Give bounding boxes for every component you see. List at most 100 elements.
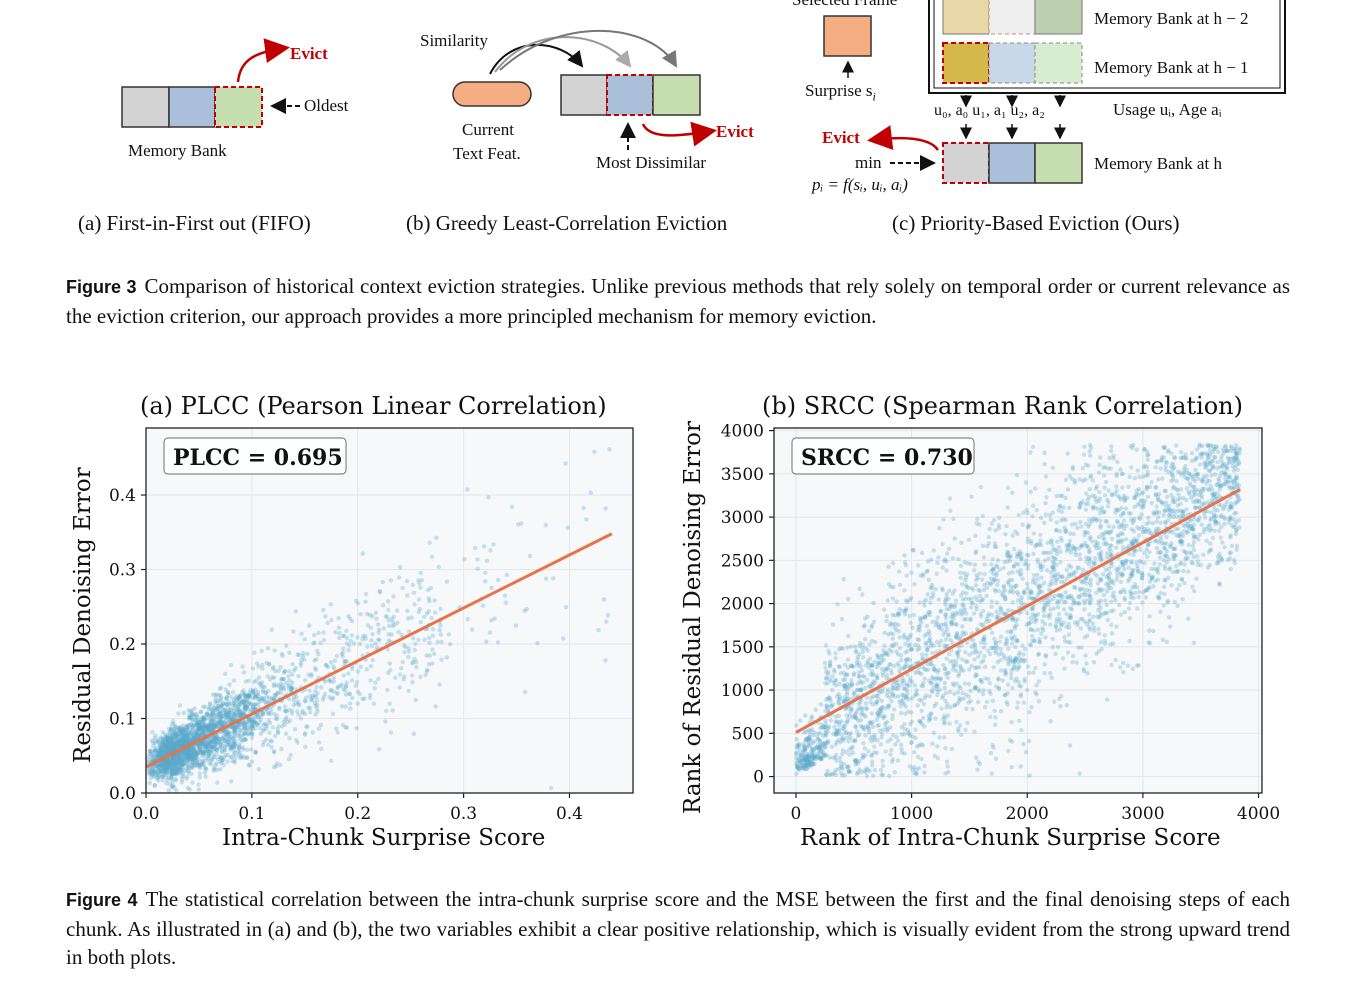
scatter-point: [171, 744, 176, 750]
scatter-point: [279, 676, 284, 682]
scatter-point: [1195, 472, 1200, 477]
scatter-point: [998, 605, 1003, 610]
scatter-point: [167, 761, 172, 766]
scatter-point: [220, 701, 226, 707]
scatter-point: [182, 762, 187, 767]
scatter-point: [1038, 515, 1044, 521]
scatter-point: [885, 690, 890, 695]
scatter-point: [208, 707, 213, 712]
scatter-point: [993, 589, 998, 594]
scatter-point: [1122, 609, 1128, 615]
scatter-point: [961, 602, 966, 607]
scatter-point: [1159, 455, 1165, 460]
scatter-point: [225, 712, 230, 717]
scatter-point: [163, 750, 168, 756]
scatter-point: [1135, 569, 1141, 574]
scatter-point: [1065, 546, 1070, 552]
scatter-point: [252, 694, 258, 699]
scatter-point: [228, 663, 234, 668]
scatter-point: [993, 648, 999, 653]
scatter-point: [426, 596, 432, 601]
scatter-point: [970, 707, 975, 712]
scatter-point: [852, 759, 858, 764]
scatter-point: [221, 733, 226, 738]
scatter-point: [192, 735, 197, 741]
scatter-point: [172, 745, 177, 750]
scatter-point: [1215, 459, 1220, 465]
scatter-point: [841, 699, 846, 704]
scatter-point: [948, 659, 953, 664]
scatter-point: [1082, 593, 1088, 598]
scatter-point: [166, 749, 171, 755]
scatter-point: [384, 615, 390, 620]
scatter-point: [192, 717, 198, 723]
scatter-point: [918, 573, 923, 578]
scatter-point: [328, 679, 334, 684]
scatter-point: [289, 672, 295, 677]
scatter-point: [271, 665, 276, 670]
scatter-point: [158, 769, 163, 775]
scatter-point: [956, 611, 961, 616]
scatter-point: [152, 753, 157, 758]
scatter-point: [169, 726, 174, 731]
scatter-point: [805, 736, 810, 741]
scatter-point: [943, 602, 948, 607]
scatter-point: [1016, 660, 1021, 665]
scatter-point: [232, 734, 237, 739]
scatter-point: [212, 736, 217, 742]
scatter-point: [831, 755, 836, 760]
scatter-point: [935, 756, 940, 761]
scatter-point: [173, 761, 178, 766]
scatter-point: [207, 717, 212, 722]
scatter-point: [899, 698, 904, 704]
scatter-point: [259, 698, 264, 703]
scatter-point: [849, 663, 854, 669]
scatter-point: [193, 713, 199, 719]
scatter-point: [948, 603, 953, 608]
scatter-point: [168, 759, 173, 764]
scatter-point: [861, 713, 867, 718]
scatter-point: [883, 650, 888, 656]
scatter-point: [822, 753, 828, 758]
scatter-point: [903, 658, 909, 663]
scatter-point: [1139, 512, 1144, 517]
scatter-point: [896, 652, 901, 657]
figure-3-label: Figure 3: [66, 277, 137, 297]
scatter-point: [156, 773, 161, 779]
scatter-point: [1145, 543, 1150, 548]
scatter-point: [997, 515, 1002, 520]
scatter-point: [857, 767, 862, 772]
scatter-point: [205, 724, 210, 730]
scatter-point: [965, 659, 970, 664]
scatter-point: [1016, 592, 1021, 597]
scatter-point: [1172, 455, 1177, 460]
scatter-point: [817, 746, 822, 751]
scatter-point: [205, 740, 210, 745]
scatter-point: [1003, 667, 1008, 673]
scatter-point: [191, 736, 196, 741]
scatter-point: [182, 750, 187, 755]
scatter-point: [196, 763, 202, 768]
scatter-point: [195, 763, 200, 768]
scatter-point: [1172, 553, 1177, 559]
scatter-point: [173, 742, 178, 748]
scatter-point: [940, 588, 945, 593]
scatter-point: [943, 615, 949, 621]
scatter-point: [1168, 507, 1173, 512]
scatter-point: [265, 742, 271, 747]
scatter-point: [169, 735, 175, 740]
scatter-point: [164, 775, 169, 780]
scatter-point: [214, 747, 220, 753]
priority-evict-label: Evict: [822, 128, 860, 147]
scatter-point: [957, 684, 962, 689]
scatter-point: [1022, 601, 1027, 607]
scatter-point: [211, 739, 216, 744]
scatter-point: [1140, 490, 1146, 495]
scatter-point: [188, 715, 194, 720]
scatter-point: [860, 705, 865, 711]
scatter-point: [1043, 550, 1048, 555]
scatter-point: [184, 725, 189, 730]
scatter-point: [975, 767, 980, 772]
scatter-point: [195, 722, 200, 727]
scatter-point: [1156, 540, 1162, 545]
